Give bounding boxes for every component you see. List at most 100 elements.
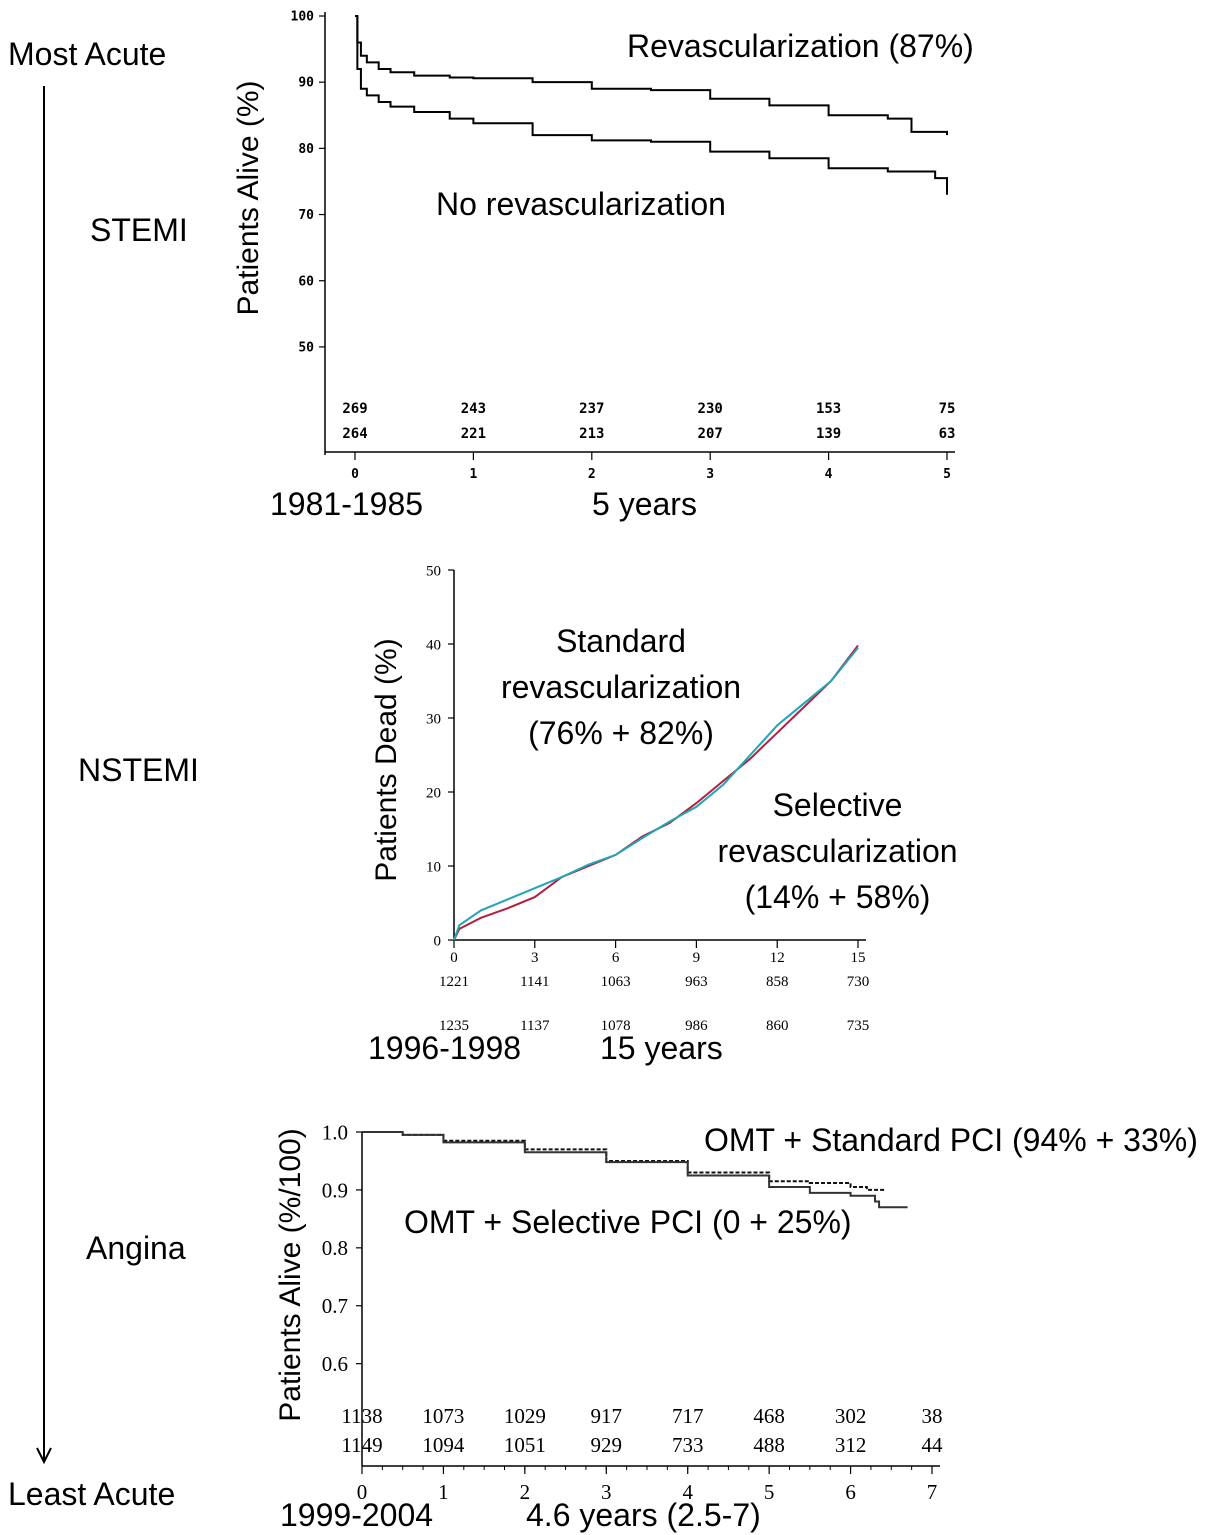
panel3-x-tick-label: 3 bbox=[601, 1480, 612, 1504]
stemi-followup-label: 5 years bbox=[592, 486, 697, 522]
panel2-x-tick-label: 15 bbox=[851, 950, 866, 966]
stemi-series-1-label: Revascularization (87%) bbox=[627, 28, 974, 64]
panel2-series-1-line bbox=[453, 644, 859, 941]
panel2-at-risk-1-value: 730 bbox=[847, 974, 870, 990]
panel3-x-tick-label: 0 bbox=[357, 1480, 368, 1504]
panel3-x-tick-label: 2 bbox=[520, 1480, 531, 1504]
panel1-at-risk-2-value: 139 bbox=[816, 426, 841, 442]
stemi-series-2-label: No revascularization bbox=[436, 186, 726, 222]
panel3-x-tick-label: 6 bbox=[845, 1480, 856, 1504]
angina-label: Angina bbox=[86, 1230, 186, 1266]
panel2-at-risk-2-value: 1078 bbox=[601, 1018, 631, 1034]
panel2-at-risk-1-value: 1063 bbox=[601, 974, 631, 990]
panel1-at-risk-1-value: 237 bbox=[579, 401, 604, 417]
panel1-at-risk-1-value: 153 bbox=[816, 401, 841, 417]
panel2-x-tick-label: 0 bbox=[450, 950, 458, 966]
angina-series-1-label: OMT + Standard PCI (94% + 33%) bbox=[704, 1122, 1198, 1158]
panel3-x-tick-label: 4 bbox=[682, 1480, 693, 1504]
panel1-at-risk-2-value: 264 bbox=[342, 426, 367, 442]
panel3-at-risk-1-value: 1138 bbox=[341, 1404, 382, 1428]
panel3-at-risk-1-value: 1029 bbox=[504, 1404, 546, 1428]
panel3-y-tick-label: 1.0 bbox=[322, 1120, 348, 1144]
panel3-at-risk-2-value: 312 bbox=[835, 1433, 867, 1457]
most-acute-label: Most Acute bbox=[8, 36, 167, 72]
panel2-y-tick-label: 40 bbox=[426, 637, 441, 653]
nstemi-followup-label: 15 years bbox=[600, 1030, 723, 1066]
panel1-y-tick-label: 70 bbox=[298, 208, 314, 223]
panel3-y-tick-label: 0.9 bbox=[322, 1178, 348, 1202]
panel1-at-risk-1-value: 243 bbox=[461, 401, 486, 417]
panel3-at-risk-2-value: 1149 bbox=[341, 1433, 382, 1457]
panel2-x-tick-label: 9 bbox=[693, 950, 701, 966]
panel1-at-risk-2-value: 213 bbox=[579, 426, 604, 442]
panel1-x-tick-label: 0 bbox=[351, 467, 359, 482]
acuity-arrow-head bbox=[36, 1447, 52, 1465]
panel1-y-tick-label: 60 bbox=[298, 274, 314, 289]
panel3-at-risk-2-value: 733 bbox=[672, 1433, 704, 1457]
panel1-x-tick-label: 5 bbox=[943, 467, 951, 482]
panel3-at-risk-1-value: 38 bbox=[922, 1404, 943, 1428]
nstemi-label: NSTEMI bbox=[78, 752, 199, 788]
panel2-at-risk-2-value: 860 bbox=[766, 1018, 789, 1034]
panel1-at-risk-2-value: 63 bbox=[939, 426, 956, 442]
nstemi-period-label: 1996-1998 bbox=[368, 1030, 522, 1066]
panel1-x-tick-label: 1 bbox=[469, 467, 477, 482]
panel1-x-tick-label: 4 bbox=[825, 467, 833, 482]
panel1-y-tick-label: 90 bbox=[298, 76, 314, 91]
panel3-x-tick-label: 5 bbox=[764, 1480, 775, 1504]
least-acute-label: Least Acute bbox=[8, 1476, 176, 1512]
panel1-at-risk-2-value: 207 bbox=[698, 426, 723, 442]
panel3-at-risk-1-value: 468 bbox=[753, 1404, 785, 1428]
panel2-at-risk-1-value: 1221 bbox=[439, 974, 469, 990]
nstemi-series-1-label: Standard revascularization (76% + 82%) bbox=[500, 623, 742, 751]
panel1-y-tick-label: 50 bbox=[298, 340, 314, 355]
panel3-at-risk-1-value: 302 bbox=[835, 1404, 867, 1428]
panel2-y-axis-title: Patients Dead (%) bbox=[370, 638, 403, 881]
panel2-at-risk-1-value: 858 bbox=[766, 974, 789, 990]
panel1-series-2-line bbox=[355, 15, 948, 195]
panel2-at-risk-2-value: 1235 bbox=[439, 1018, 469, 1034]
panel2-x-tick-label: 6 bbox=[612, 950, 620, 966]
nstemi-series-2-label: Selective revascularization (14% + 58%) bbox=[717, 787, 958, 915]
panel1-at-risk-1-value: 230 bbox=[698, 401, 723, 417]
panel3-x-tick-label: 7 bbox=[927, 1480, 938, 1504]
panel2-y-tick-label: 0 bbox=[434, 933, 442, 949]
panel3-at-risk-1-value: 717 bbox=[672, 1404, 704, 1428]
panel3-y-tick-label: 0.6 bbox=[322, 1352, 348, 1376]
panel3-y-tick-label: 0.7 bbox=[322, 1294, 348, 1318]
angina-period-label: 1999-2004 bbox=[280, 1497, 434, 1533]
panel2-at-risk-2-value: 986 bbox=[685, 1018, 708, 1034]
panel1-x-tick-label: 3 bbox=[706, 467, 714, 482]
panel1-y-axis-title: Patients Alive (%) bbox=[232, 80, 265, 315]
angina-followup-label: 4.6 years (2.5-7) bbox=[526, 1497, 761, 1533]
panel3-at-risk-1-value: 917 bbox=[591, 1404, 623, 1428]
panel2-x-tick-label: 3 bbox=[531, 950, 539, 966]
panel1-y-tick-label: 80 bbox=[298, 142, 314, 157]
panel3-series-2-line bbox=[362, 1131, 908, 1209]
panel1-at-risk-1-value: 269 bbox=[342, 401, 367, 417]
panel1-at-risk-2-value: 221 bbox=[461, 426, 486, 442]
stemi-period-label: 1981-1985 bbox=[270, 486, 424, 522]
panel2-at-risk-2-value: 735 bbox=[847, 1018, 870, 1034]
panel1-at-risk-1-value: 75 bbox=[939, 401, 956, 417]
panel3-at-risk-2-value: 1051 bbox=[504, 1433, 546, 1457]
panel3-y-axis-title: Patients Alive (%/100) bbox=[274, 1128, 307, 1421]
panel2-at-risk-2-value: 1137 bbox=[520, 1018, 550, 1034]
panel3-x-tick-label: 1 bbox=[438, 1480, 449, 1504]
panel2-x-tick-label: 12 bbox=[770, 950, 785, 966]
panel3-at-risk-2-value: 488 bbox=[753, 1433, 785, 1457]
panel2-y-tick-label: 50 bbox=[426, 563, 441, 579]
angina-series-2-label: OMT + Selective PCI (0 + 25%) bbox=[404, 1204, 852, 1240]
panel1-x-tick-label: 2 bbox=[588, 467, 596, 482]
panel2-y-tick-label: 10 bbox=[426, 859, 441, 875]
panel3-at-risk-2-value: 1094 bbox=[422, 1433, 465, 1457]
panel2-y-tick-label: 30 bbox=[426, 711, 441, 727]
panel1-y-tick-label: 100 bbox=[291, 10, 315, 25]
panel3-y-tick-label: 0.8 bbox=[322, 1236, 348, 1260]
panel2-series-2-line bbox=[453, 647, 859, 941]
panel3-at-risk-2-value: 44 bbox=[922, 1433, 944, 1457]
panel3-at-risk-2-value: 929 bbox=[591, 1433, 623, 1457]
panel3-at-risk-1-value: 1073 bbox=[422, 1404, 464, 1428]
stemi-label: STEMI bbox=[90, 212, 188, 248]
